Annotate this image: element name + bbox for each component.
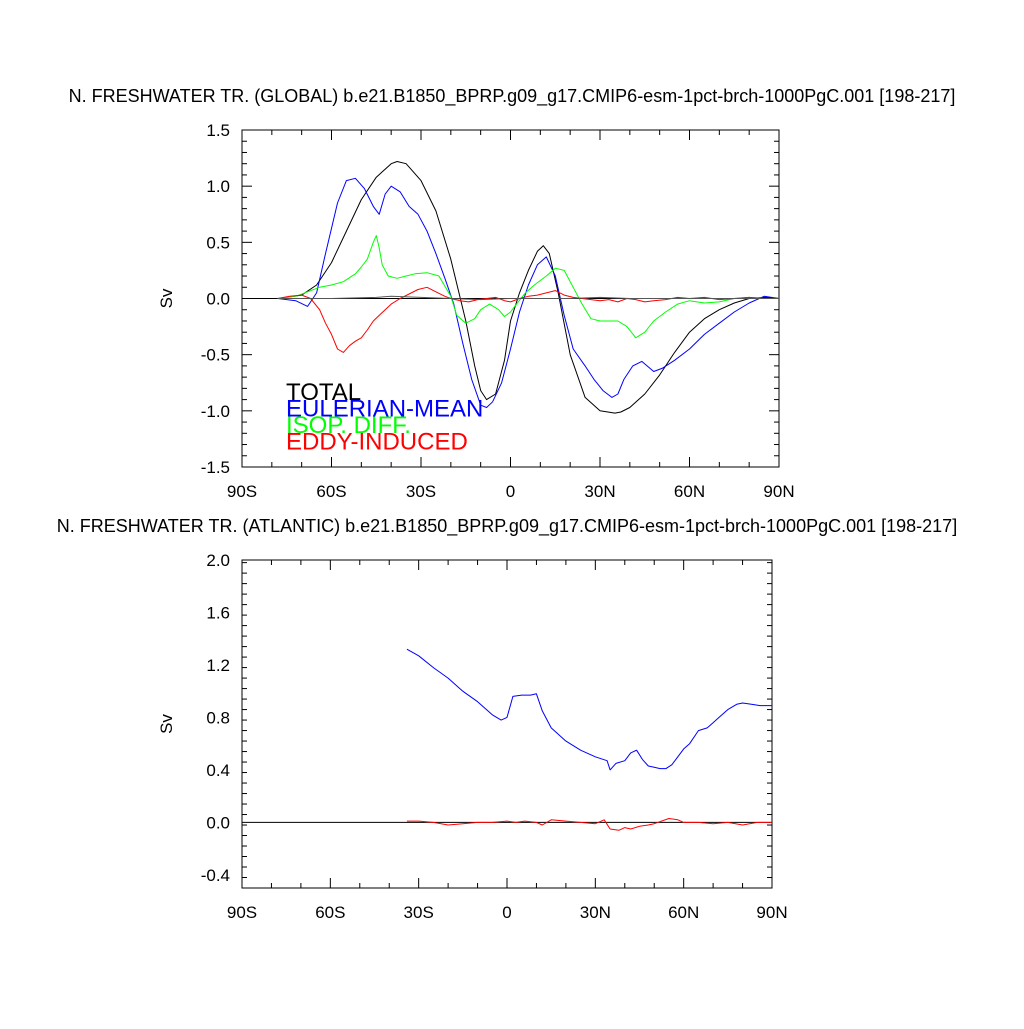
atlantic-y-tick-label: 0.8 — [206, 708, 230, 727]
global-x-tick-label: 90S — [227, 482, 257, 501]
atlantic-series-0-line — [406, 648, 772, 771]
global-y-tick-label: 1.0 — [206, 177, 230, 196]
atlantic-x-tick-label: 30N — [580, 903, 611, 922]
atlantic-y-tick-label: 2.0 — [206, 551, 230, 570]
legend-label-total: TOTAL — [286, 379, 361, 406]
atlantic-x-tick-label: 60S — [315, 903, 345, 922]
atlantic-chart-title: N. FRESHWATER TR. (ATLANTIC) b.e21.B1850… — [57, 516, 957, 537]
global-y-tick-label: 0.0 — [206, 290, 230, 309]
atlantic-x-tick-label: 90S — [227, 903, 257, 922]
atlantic-x-tick-label: 30S — [404, 903, 434, 922]
global-x-tick-label: 60N — [674, 482, 705, 501]
global-eulerian-mean-line — [277, 177, 780, 408]
atlantic-x-tick-label: 0 — [502, 903, 511, 922]
legend-label-isop-diff: ISOP. DIFF. — [286, 412, 411, 439]
global-total-line — [277, 161, 780, 414]
global-x-tick-label: 30N — [584, 482, 615, 501]
global-y-tick-label: 0.5 — [206, 233, 230, 252]
global-y-tick-label: -0.5 — [201, 346, 230, 365]
global-isop-diff-line — [277, 235, 779, 339]
atlantic-plot-frame — [241, 559, 773, 889]
global-y-tick-label: 1.5 — [206, 121, 230, 140]
global-y-tick-label: -1.0 — [201, 402, 230, 421]
legend-label-eddy-induced: EDDY-INDUCED — [286, 429, 468, 456]
global-x-tick-label: 0 — [506, 482, 515, 501]
atlantic-y-tick-label: 1.6 — [206, 603, 230, 622]
global-chart-title: N. FRESHWATER TR. (GLOBAL) b.e21.B1850_B… — [69, 86, 956, 107]
global-eddy-induced-line — [277, 286, 779, 353]
atlantic-y-tick-label: 1.2 — [206, 656, 230, 675]
atlantic-y-tick-label: -0.4 — [201, 866, 230, 885]
atlantic-x-tick-label: 60N — [668, 903, 699, 922]
atlantic-y-tick-label: 0.0 — [206, 813, 230, 832]
atlantic-x-tick-label: 90N — [756, 903, 787, 922]
atlantic-series-1-line — [406, 818, 772, 831]
global-y-tick-label: -1.5 — [201, 458, 230, 477]
legend-label-eulerian-mean: EULERIAN-MEAN — [286, 396, 483, 423]
global-x-tick-label: 90N — [763, 482, 794, 501]
atlantic-y-axis-title: Sv — [157, 714, 176, 734]
global-series-4-line — [277, 295, 779, 301]
global-y-axis-title: Sv — [157, 288, 176, 308]
global-x-tick-label: 60S — [316, 482, 346, 501]
global-x-tick-label: 30S — [406, 482, 436, 501]
atlantic-y-tick-label: 0.4 — [206, 761, 230, 780]
